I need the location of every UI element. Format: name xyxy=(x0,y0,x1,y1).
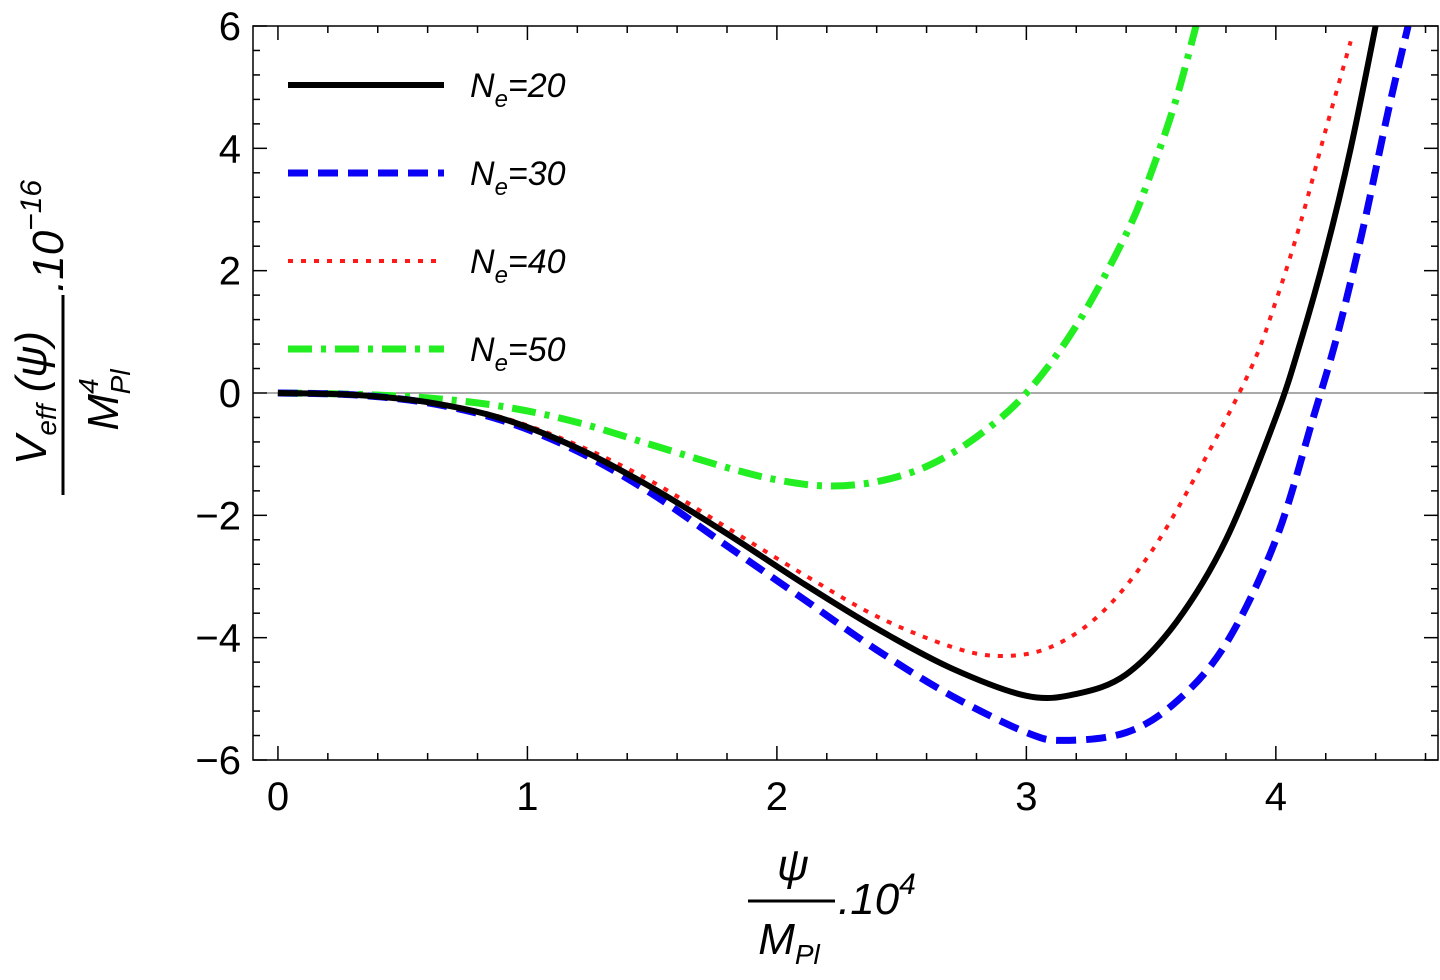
svg-text:.104: .104 xyxy=(838,868,916,924)
x-tick-label: 3 xyxy=(1015,775,1037,819)
series-line-ne-30 xyxy=(277,26,1412,744)
legend-label: Ne=40 xyxy=(470,243,566,289)
legend: Ne=20 Ne=30 Ne=40 Ne=50 xyxy=(288,67,566,377)
tick-labels-layer: 0 1 2 3 4 −6 −4 −2 0 2 4 6 xyxy=(195,5,1287,819)
y-tick-label: −4 xyxy=(195,617,241,661)
legend-label: Ne=30 xyxy=(470,155,566,201)
svg-text:M4Pl: M4Pl xyxy=(73,369,136,431)
xlabel-denominator-base: M xyxy=(758,915,795,964)
y-tick-label: 4 xyxy=(219,127,241,171)
svg-text:Veff (ψ): Veff (ψ) xyxy=(7,331,62,465)
ylabel-factor-base: .10 xyxy=(24,230,73,292)
y-tick-label: 6 xyxy=(219,5,241,49)
xlabel-numerator: ψ xyxy=(777,841,809,890)
xlabel-factor-exp: 4 xyxy=(899,868,916,901)
xlabel-denominator-sub: Pl xyxy=(795,939,821,970)
x-axis-label: ψ MPl .104 xyxy=(748,841,916,970)
ylabel-numerator-base: V xyxy=(7,432,56,465)
legend-label: Ne=50 xyxy=(470,331,566,377)
ylabel-denominator-base: M xyxy=(79,394,128,431)
svg-text:MPl: MPl xyxy=(758,915,820,970)
series-line-ne-50 xyxy=(277,26,1200,490)
y-tick-label: 2 xyxy=(219,250,241,294)
series-line-ne-20 xyxy=(277,26,1379,702)
ylabel-factor-exp: −16 xyxy=(15,180,48,231)
ticks-layer xyxy=(253,25,1438,761)
svg-text:.10−16: .10−16 xyxy=(15,180,73,292)
y-axis-label: Veff (ψ) M4Pl .10−16 xyxy=(7,180,136,495)
ylabel-numerator-sub: eff xyxy=(31,401,62,435)
y-tick-label: −2 xyxy=(195,494,241,538)
legend-label: Ne=20 xyxy=(470,67,566,113)
x-tick-label: 2 xyxy=(766,775,788,819)
xlabel-factor-base: .10 xyxy=(838,875,900,924)
x-tick-label: 0 xyxy=(267,775,289,819)
x-tick-label: 1 xyxy=(516,775,538,819)
series-layer xyxy=(277,26,1412,744)
ylabel-numerator-arg: (ψ) xyxy=(7,331,56,405)
ylabel-denominator-sup: 4 xyxy=(73,378,104,394)
x-tick-label: 4 xyxy=(1265,775,1287,819)
y-tick-label: −6 xyxy=(195,739,241,783)
ylabel-denominator-sub: Pl xyxy=(105,369,136,395)
y-tick-label: 0 xyxy=(219,372,241,416)
